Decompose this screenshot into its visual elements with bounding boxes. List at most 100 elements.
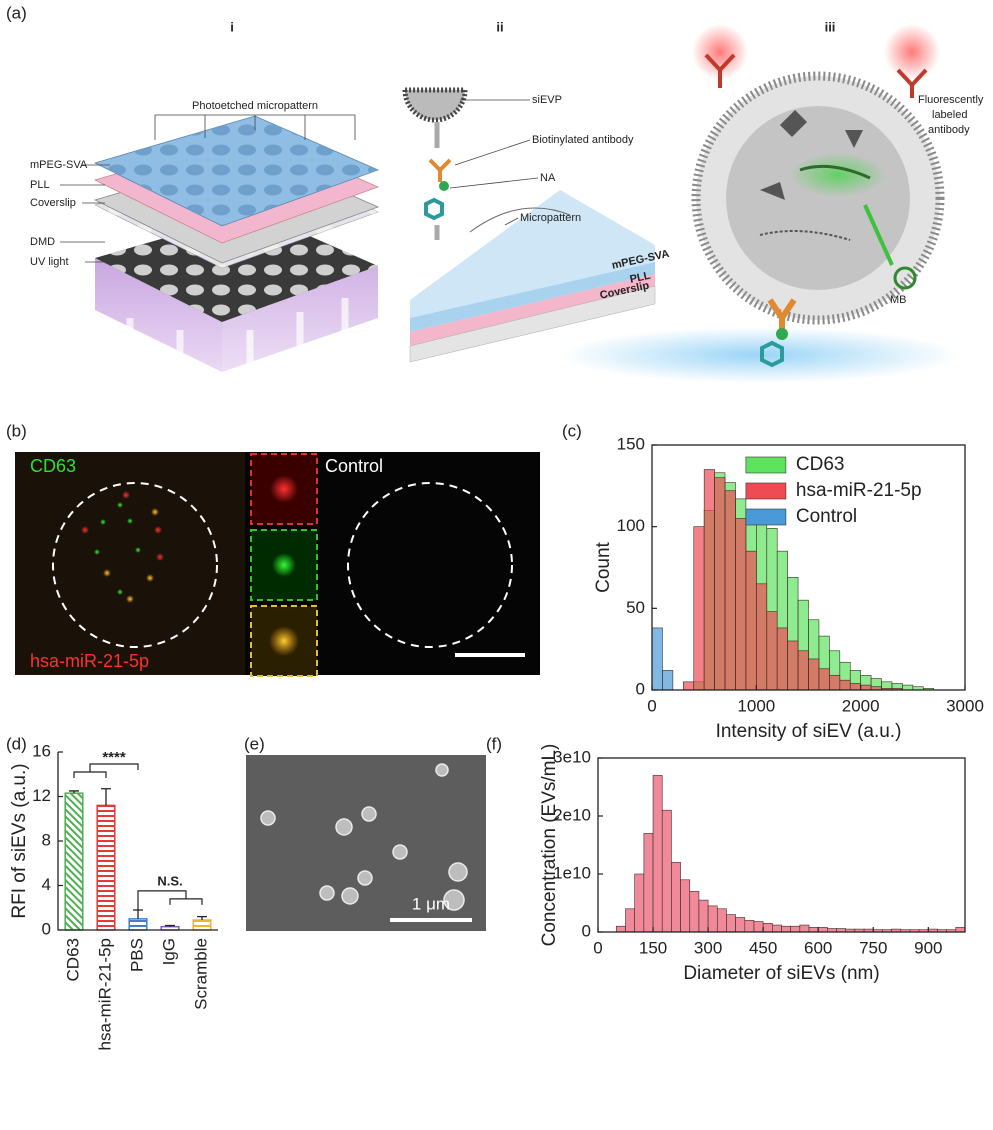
diagram-i-shape: mPEG-SVA: [30, 159, 88, 171]
diagram-iii-shape: Fluorescently: [918, 94, 984, 106]
histogram-bar: [790, 925, 801, 933]
x-tick-label: 0: [647, 696, 656, 715]
bar: [128, 918, 148, 931]
histogram-bar: [643, 833, 654, 933]
histogram-bar: [753, 921, 764, 933]
diagram-iii-shape: [760, 110, 863, 200]
histogram-bar: [625, 908, 636, 933]
diagram-i-shape: [126, 298, 349, 375]
panel-labels-shape: (f): [486, 734, 502, 753]
diagram-ii-shape: ii: [496, 19, 503, 34]
diagram-iii-shape: [893, 266, 917, 290]
diagram-ii-shape-shape: [449, 177, 539, 189]
sem-image-shape-shape: [357, 870, 373, 886]
x-tick-label: 0: [593, 938, 602, 957]
error-bar: [101, 788, 111, 806]
sem-image-shape-shape: [435, 763, 449, 777]
plot-frame: [651, 444, 966, 691]
histogram-bar: [756, 583, 768, 691]
x-tick-label: 300: [694, 938, 722, 957]
histogram-bar: [671, 862, 681, 933]
fluorescence-image-shape: [270, 475, 298, 503]
fluorescence-image-shape-shape: [117, 502, 123, 508]
error-bar: [133, 909, 143, 919]
histogram-bar: [662, 670, 674, 691]
fluorescence-image-shape: [52, 482, 218, 648]
y-tick-label: 8: [42, 830, 51, 849]
fluorescence-image-shape-shape: [154, 526, 162, 534]
y-tick-label: 2e10: [553, 805, 591, 824]
histogram-bar: [689, 891, 700, 933]
y-tick-label: 16: [32, 741, 51, 760]
bar: [96, 804, 116, 931]
x-tick-label: CD63: [63, 938, 82, 981]
diagram-ii-shape-shape: [504, 217, 519, 226]
y-tick-label: 0: [636, 679, 645, 698]
diagram-iii-shape: antibody: [928, 124, 970, 136]
histogram-bar: [651, 627, 663, 691]
y-tick-label: 3e10: [553, 747, 591, 766]
histogram-bar: [818, 668, 830, 691]
fluorescence-image-shape-shape: [146, 574, 154, 582]
x-tick-label: 3000: [946, 696, 984, 715]
histogram-bar: [955, 927, 966, 933]
histogram-bar: [724, 490, 736, 691]
annotation: ****: [102, 749, 126, 766]
histogram-bar: [781, 925, 791, 933]
legend-swatch: [745, 482, 787, 500]
diagram-iii-shape: [759, 230, 851, 241]
histogram-bar: [762, 922, 773, 933]
y-tick-label: 1e10: [553, 863, 591, 882]
y-tick-label: 4: [42, 875, 51, 894]
annotation: N.S.: [157, 873, 182, 888]
histogram-bar: [902, 684, 914, 691]
diagram-ii-shape-shape: [454, 139, 531, 166]
fluorescence-image-shape-shape: [122, 491, 130, 499]
sem-image-shape-shape: [335, 818, 353, 836]
histogram-bar: [829, 674, 841, 691]
histogram-bar: [787, 640, 799, 691]
diagram-ii-shape: [428, 158, 452, 182]
diagram-iii-shape: [704, 53, 736, 88]
sem-image-shape-shape: [448, 862, 468, 882]
diagram-iii-shape: [884, 24, 940, 80]
histogram-bar: [860, 684, 872, 691]
histogram-bar: [693, 526, 705, 691]
sem-image-shape: 1 μm: [412, 894, 450, 913]
histogram-bar: [735, 917, 746, 933]
x-tick-label: hsa-miR-21-5p: [95, 938, 114, 1050]
diagram-iii-shape: [863, 204, 894, 266]
diagram-i: i Photoetched micropattern mPEG-SVA PLL …: [30, 19, 380, 375]
panel-labels-shape: (c): [562, 421, 582, 440]
diagram-iii-shape: iii: [825, 19, 836, 34]
sem-image-shape-shape: [319, 885, 335, 901]
diagram-ii-shape: [439, 181, 449, 191]
sem-image-shape-shape: [392, 844, 408, 860]
histogram-bar: [766, 611, 778, 691]
diagram-i-shape: Photoetched micropattern: [192, 100, 318, 112]
panel-labels-shape: (b): [6, 421, 27, 440]
y-tick-label: 150: [617, 434, 645, 453]
fluorescence-image-shape: [15, 452, 245, 675]
histogram-bar: [714, 477, 726, 691]
x-tick-label: 2000: [842, 696, 880, 715]
fluorescence-image-shape: [269, 626, 299, 656]
histogram-bar: [817, 927, 828, 933]
sem-image: 1 μm: [246, 755, 486, 931]
y-tick-label: 12: [32, 786, 51, 805]
histogram-bar: [634, 873, 645, 933]
histogram-bar: [808, 927, 819, 933]
diagram-ii-shape: PLL: [629, 270, 652, 286]
legend-label: Control: [796, 506, 857, 527]
diagram-iii: iii Fluorescently labeled antibody MB: [560, 19, 984, 383]
x-tick-label: 750: [859, 938, 887, 957]
fluorescence-image-shape: CD63: [30, 456, 76, 476]
fluorescence-image-shape-shape: [135, 547, 141, 553]
sem-image-shape-shape: [260, 810, 276, 826]
y-axis-label: Count: [593, 541, 614, 592]
histogram-bar: [616, 925, 626, 933]
plot-frame: [597, 757, 966, 933]
fluorescence-image-shape: Control: [325, 456, 383, 476]
diagram-iii-shape: MB: [890, 294, 907, 306]
diagram-iii-shape: [776, 328, 788, 340]
